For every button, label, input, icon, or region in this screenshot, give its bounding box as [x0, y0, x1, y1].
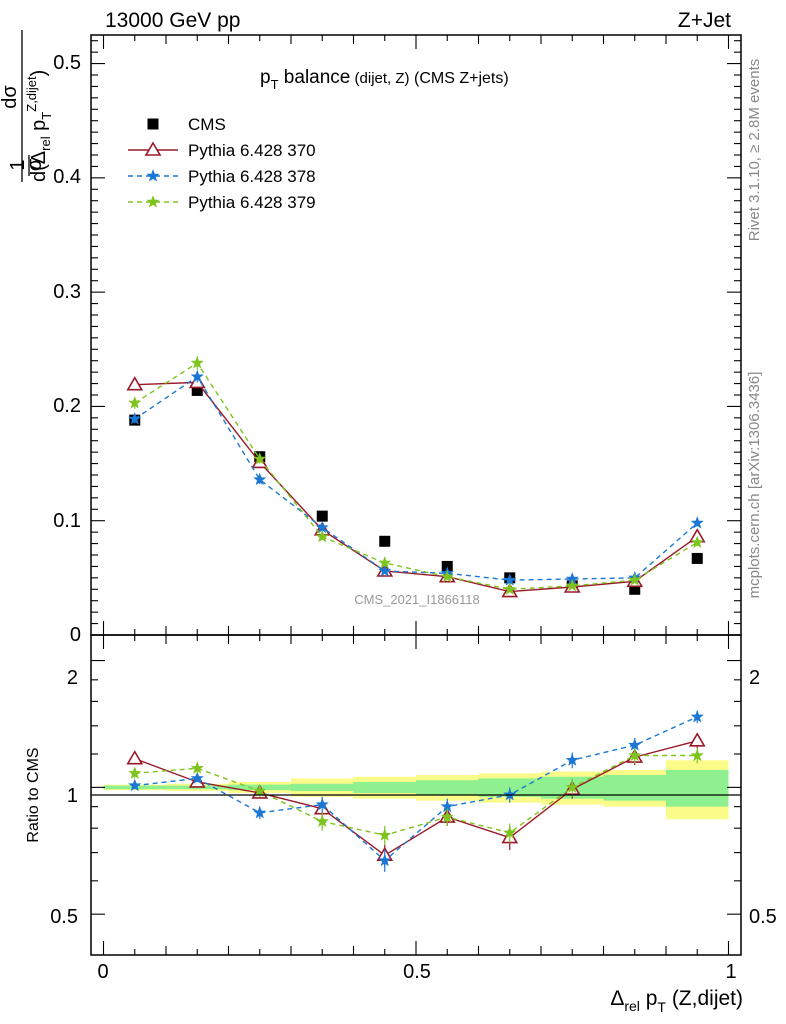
ratio-series-line — [134, 740, 698, 857]
ratio-data-point — [126, 750, 144, 765]
ratio-data-point — [190, 761, 204, 774]
main-data-point — [128, 412, 142, 425]
axis-ticks — [91, 35, 741, 955]
legend-label: Pythia 6.428 378 — [188, 167, 316, 186]
ratio-data-point — [190, 771, 204, 784]
ratio-data-point — [378, 828, 392, 841]
ratio-data-point — [503, 825, 517, 839]
legend-marker — [144, 141, 162, 156]
mcplots-label: mcplots.cern.ch [arXiv:1306.3436] — [746, 372, 763, 599]
legend-label: Pythia 6.428 370 — [188, 141, 316, 160]
ratio-panel-series — [126, 710, 706, 872]
x-axis-label: Δrel pT (Z,dijet) — [610, 987, 743, 1015]
main-panel-series — [126, 356, 706, 598]
main-ytick-label: 0.5 — [53, 52, 81, 74]
ratio-series-line — [134, 754, 698, 836]
ratio-band-stat — [603, 774, 666, 801]
legend-marker — [147, 118, 159, 130]
main-data-point — [441, 560, 453, 572]
ratio-data-point — [628, 748, 642, 762]
ratio-data-point — [315, 797, 329, 811]
ratio-data-point — [315, 814, 329, 828]
ylabel-dsigma: dσ — [0, 85, 21, 109]
main-data-point — [378, 556, 392, 569]
xtick-label: 1 — [725, 961, 736, 983]
ratio-data-point — [503, 787, 517, 801]
main-data-point — [690, 516, 704, 529]
legend-marker — [146, 169, 160, 182]
main-data-point — [315, 529, 329, 543]
main-series-line — [134, 381, 698, 593]
ratio-band-stat — [416, 780, 479, 795]
plot-title: pT balance (dijet, Z) (CMS Z+jets) — [260, 67, 509, 92]
ratio-data-point — [440, 810, 454, 823]
main-data-point — [128, 396, 142, 409]
main-ytick-label: 0 — [70, 624, 81, 646]
ratio-ytick-label-right: 0.5 — [749, 906, 777, 928]
main-data-point — [190, 369, 204, 383]
ratio-data-point — [128, 766, 142, 779]
main-ytick-label: 0.4 — [53, 166, 81, 188]
main-series-line — [134, 375, 698, 581]
main-data-point — [690, 535, 704, 548]
header-right: Z+Jet — [678, 9, 731, 32]
main-data-point — [629, 583, 641, 595]
main-data-point — [191, 384, 203, 396]
ratio-data-point — [690, 710, 704, 723]
ratio-data-point — [253, 784, 267, 797]
ratio-ytick-label-right: 2 — [749, 667, 760, 689]
ratio-data-point — [565, 780, 579, 793]
main-data-point — [440, 569, 454, 583]
main-data-point — [253, 472, 267, 486]
ratio-y-axis-label: Ratio to CMS — [25, 747, 42, 842]
ratio-data-point — [688, 732, 706, 747]
ratio-data-point — [690, 748, 704, 762]
ratio-ytick-label: 0.5 — [50, 906, 78, 928]
xtick-label: 0.5 — [403, 961, 431, 983]
main-data-point — [316, 510, 328, 522]
ylabel-one: 1 — [7, 159, 29, 170]
rivet-label: Rivet 3.1.10, ≥ 2.8M events — [746, 59, 763, 242]
ratio-data-point — [378, 853, 392, 867]
main-data-point — [565, 579, 579, 592]
main-ytick-label: 0.1 — [53, 510, 81, 532]
main-data-point — [379, 535, 391, 547]
ratio-data-point — [565, 753, 579, 766]
main-data-point — [503, 582, 517, 595]
ratio-band-stat — [666, 769, 729, 807]
main-y-axis-label: 1 σ dσ d(Δrel pTZ,dijet) — [0, 30, 54, 182]
ratio-ytick-label: 2 — [67, 667, 78, 689]
legend: CMS Pythia 6.428 370 Pythia 6.428 378 Pythi… — [128, 115, 316, 212]
main-data-point — [628, 573, 642, 586]
main-data-point — [378, 564, 392, 577]
ylabel-sigma: σ — [24, 158, 46, 171]
legend-label: CMS — [188, 115, 226, 134]
main-ytick-label: 0.2 — [53, 395, 81, 417]
main-data-point — [126, 376, 144, 391]
ratio-band-stat — [291, 783, 354, 792]
analysis-watermark: CMS_2021_I1866118 — [354, 592, 480, 607]
header-left: 13000 GeV pp — [105, 9, 240, 32]
main-data-point — [190, 356, 204, 369]
ylabel-denominator: d(Δrel pTZ,dijet) — [24, 70, 54, 182]
ratio-band-stat — [353, 781, 416, 793]
legend-label: Pythia 6.428 379 — [188, 193, 316, 212]
ratio-data-point — [128, 778, 142, 792]
ratio-data-point — [253, 805, 267, 819]
main-data-point — [253, 452, 267, 465]
xtick-label: 0 — [97, 961, 108, 983]
main-series-line — [134, 362, 698, 591]
legend-marker — [146, 195, 160, 208]
ratio-ytick-label: 1 — [67, 785, 78, 807]
main-data-point — [691, 552, 703, 564]
main-ytick-label: 0.3 — [53, 281, 81, 303]
ratio-data-point — [628, 738, 642, 751]
